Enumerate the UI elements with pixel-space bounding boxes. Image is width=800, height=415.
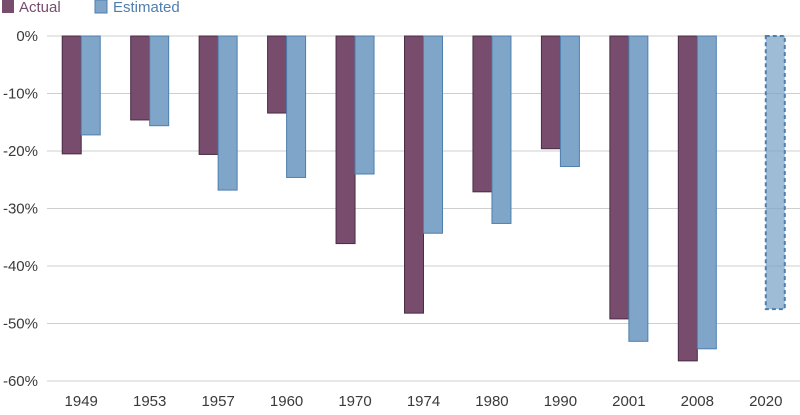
x-tick-label: 1974 — [407, 393, 440, 410]
bar-actual-1990 — [540, 35, 561, 150]
bar-actual-1957 — [198, 35, 219, 155]
bar-estimated-2001 — [628, 35, 649, 342]
x-tick-label: 1980 — [475, 393, 508, 410]
bar-estimated-1953 — [149, 35, 170, 127]
bar-estimated-1960 — [286, 35, 307, 178]
x-tick-label: 1960 — [270, 393, 303, 410]
bar-estimated-1957 — [217, 35, 238, 191]
bar-actual-1960 — [267, 35, 288, 114]
bar-actual-2008 — [677, 35, 698, 362]
bars — [61, 35, 786, 362]
y-tick-label: -30% — [3, 201, 38, 218]
x-tick-label: 2008 — [681, 393, 714, 410]
bar-actual-1974 — [404, 35, 424, 314]
legend-label-actual: Actual — [19, 0, 61, 16]
y-tick-label: 0% — [16, 28, 38, 45]
legend-swatch-actual — [2, 0, 14, 13]
bar-estimated-1970 — [354, 35, 375, 175]
bar-actual-1980 — [472, 35, 493, 193]
x-tick-label: 1949 — [65, 393, 98, 410]
bar-estimated-2020 — [764, 35, 786, 311]
x-tick-label: 1970 — [338, 393, 371, 410]
x-tick-label: 2020 — [749, 393, 782, 410]
x-tick-label: 1957 — [201, 393, 234, 410]
bar-actual-1953 — [130, 35, 151, 121]
bar-estimated-1980 — [491, 35, 512, 224]
legend-swatch-estimated — [94, 0, 108, 14]
y-tick-label: -40% — [3, 258, 38, 275]
x-axis-labels: 1949 1953 1957 1960 1970 1974 1980 1990 2001 2008… — [65, 393, 783, 410]
bar-estimated-2008 — [696, 35, 717, 350]
bar-actual-1949 — [61, 35, 82, 155]
y-tick-label: -50% — [3, 316, 38, 333]
y-tick-label: -10% — [3, 86, 38, 103]
bar-estimated-1990 — [559, 35, 580, 168]
bar-actual-2001 — [609, 35, 630, 320]
y-axis-labels: 0% -10% -20% -30% -40% -50% -60% — [3, 28, 38, 390]
bar-estimated-1949 — [80, 35, 101, 136]
y-tick-label: -20% — [3, 143, 38, 160]
bar-actual-1970 — [335, 35, 356, 245]
y-tick-label: -60% — [3, 373, 38, 390]
bar-estimated-1974 — [423, 35, 443, 234]
legend: Actual Estimated — [2, 0, 180, 16]
legend-label-estimated: Estimated — [113, 0, 180, 16]
x-tick-label: 1953 — [133, 393, 166, 410]
x-tick-label: 2001 — [612, 393, 645, 410]
x-tick-label: 1990 — [544, 393, 577, 410]
